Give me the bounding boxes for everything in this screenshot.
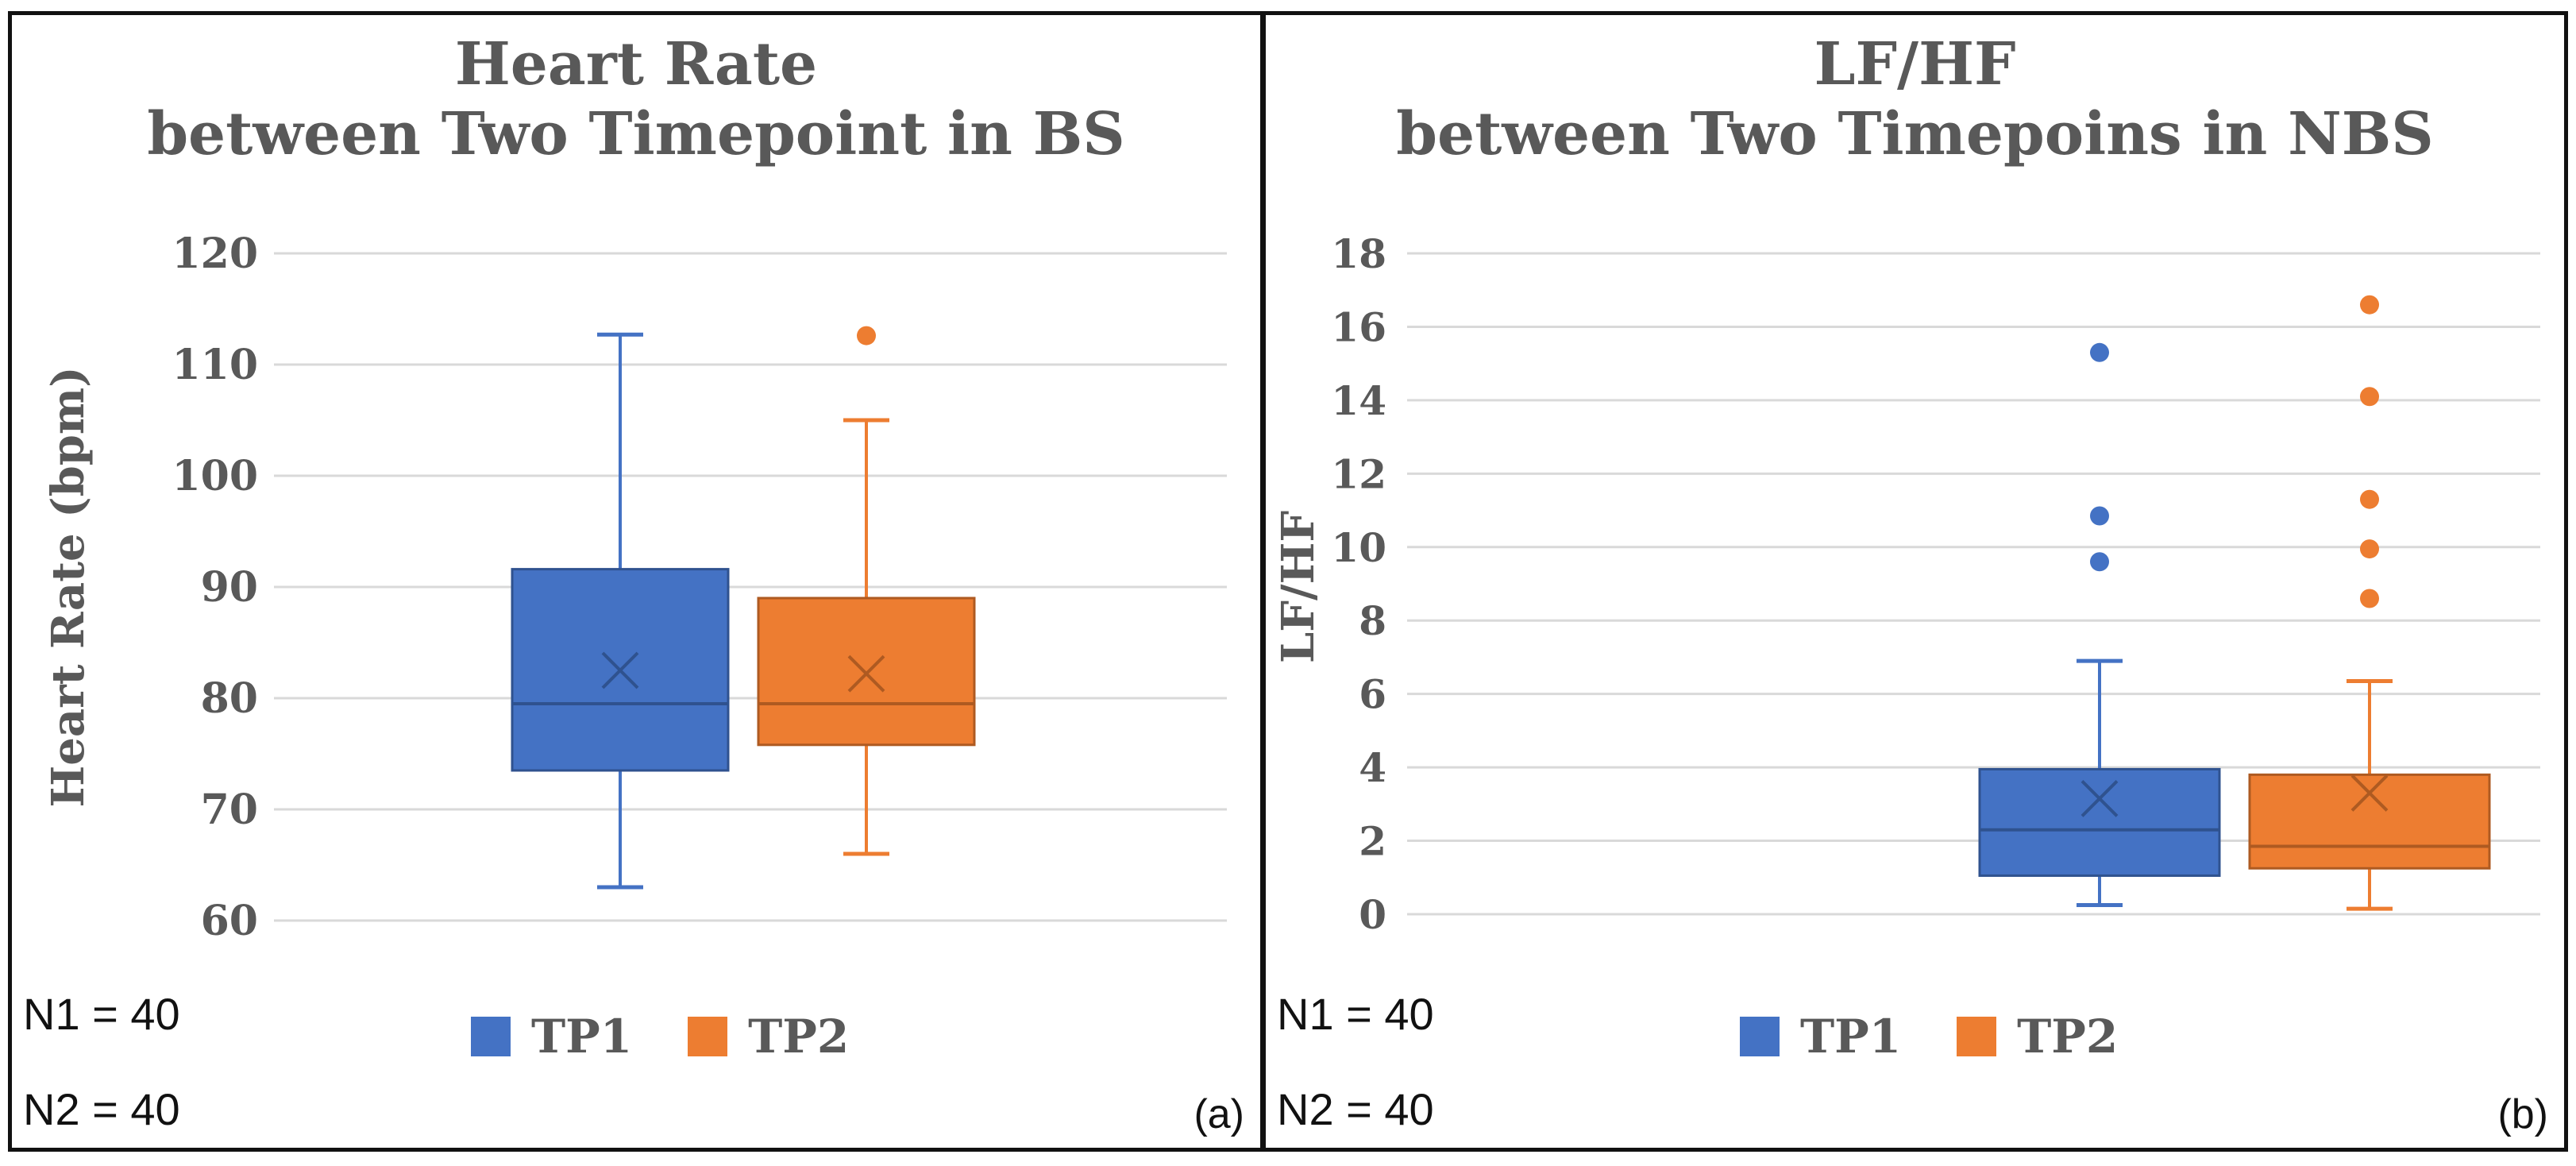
outlier-point-tp1 — [2090, 342, 2109, 362]
chart-title-line-1: LF/HF — [1814, 30, 2016, 98]
outlier-point-tp1 — [2090, 552, 2109, 572]
legend-item-tp1: TP1 — [1740, 1010, 1901, 1064]
mean-marker-tp2 — [2350, 774, 2389, 812]
n1-label: N1 = 40 — [1277, 989, 1434, 1039]
outlier-point-tp2 — [2360, 489, 2379, 509]
panel-label: (a) — [1194, 1091, 1244, 1137]
box-tp2 — [2248, 773, 2491, 870]
legend-item-tp2: TP2 — [688, 1010, 849, 1064]
y-axis-title: LF/HF — [1272, 511, 1325, 663]
chart-title-line-1: Heart Rate — [454, 30, 818, 98]
legend-label-tp1: TP1 — [1800, 1010, 1902, 1064]
y-tick-label: 90 — [201, 563, 258, 612]
chart-title: Heart Rate between Two Timepoint in BS — [12, 29, 1260, 169]
mean-marker-tp1 — [2080, 779, 2119, 817]
chart-title: LF/HF between Two Timepoins in NBS — [1266, 29, 2564, 169]
y-tick-label: 100 — [172, 452, 258, 500]
legend-swatch-tp2 — [1957, 1017, 1997, 1056]
n2-label: N2 = 40 — [23, 1084, 180, 1134]
y-tick-label: 14 — [1331, 377, 1386, 424]
outlier-point-tp1 — [2090, 506, 2109, 526]
y-tick-label: 8 — [1359, 597, 1386, 644]
n1-label: N1 = 40 — [23, 989, 180, 1039]
chart-title-line-2: between Two Timepoint in BS — [147, 100, 1125, 168]
mean-marker-tp2 — [847, 654, 885, 693]
chart-title-line-2: between Two Timepoins in NBS — [1396, 100, 2434, 168]
legend-label-tp2: TP2 — [748, 1010, 850, 1064]
y-tick-label: 120 — [172, 230, 258, 278]
panel-label: (b) — [2497, 1091, 2548, 1137]
y-tick-label: 60 — [201, 897, 258, 945]
outlier-point-tp2 — [2360, 539, 2379, 559]
y-tick-label: 4 — [1359, 744, 1386, 791]
y-tick-label: 110 — [172, 341, 258, 389]
y-tick-label: 70 — [201, 786, 258, 834]
y-tick-label: 0 — [1359, 891, 1386, 938]
y-tick-label: 16 — [1331, 303, 1386, 350]
outlier-point-tp2 — [2360, 589, 2379, 608]
y-tick-label: 18 — [1331, 230, 1386, 277]
box-tp1 — [1978, 767, 2221, 877]
y-tick-label: 6 — [1359, 671, 1386, 718]
legend: TP1 TP2 — [1740, 1010, 2173, 1064]
panel-b: LF/HF between Two Timepoins in NBS 0 2 4 6 8… — [1262, 11, 2568, 1152]
y-tick-label: 12 — [1331, 450, 1386, 497]
legend-label-tp2: TP2 — [2017, 1010, 2119, 1064]
legend: TP1 TP2 — [471, 1010, 904, 1064]
n2-label: N2 = 40 — [1277, 1084, 1434, 1134]
y-tick-label: 10 — [1331, 524, 1386, 571]
legend-swatch-tp1 — [1740, 1017, 1780, 1056]
outlier-point-tp2 — [2360, 295, 2379, 315]
y-tick-label: 80 — [201, 674, 258, 723]
legend-item-tp2: TP2 — [1957, 1010, 2118, 1064]
boxplot-heart-rate: 60 70 80 90 100 110 120 Heart Rate (bpm) — [42, 230, 1227, 945]
mean-marker-tp1 — [601, 651, 639, 689]
y-axis-title: Heart Rate (bpm) — [42, 366, 94, 807]
boxplot-lf-hf: 0 2 4 6 8 10 12 14 16 18 LF/HF — [1272, 230, 2540, 938]
y-tick-label: 2 — [1359, 818, 1386, 865]
outlier-point-tp2 — [2360, 387, 2379, 407]
panel-a: Heart Rate between Two Timepoint in BS 6… — [8, 11, 1264, 1152]
outlier-point-tp2 — [857, 326, 876, 346]
legend-swatch-tp1 — [471, 1017, 511, 1056]
legend-swatch-tp2 — [688, 1017, 728, 1056]
legend-item-tp1: TP1 — [471, 1010, 632, 1064]
legend-label-tp1: TP1 — [531, 1010, 633, 1064]
